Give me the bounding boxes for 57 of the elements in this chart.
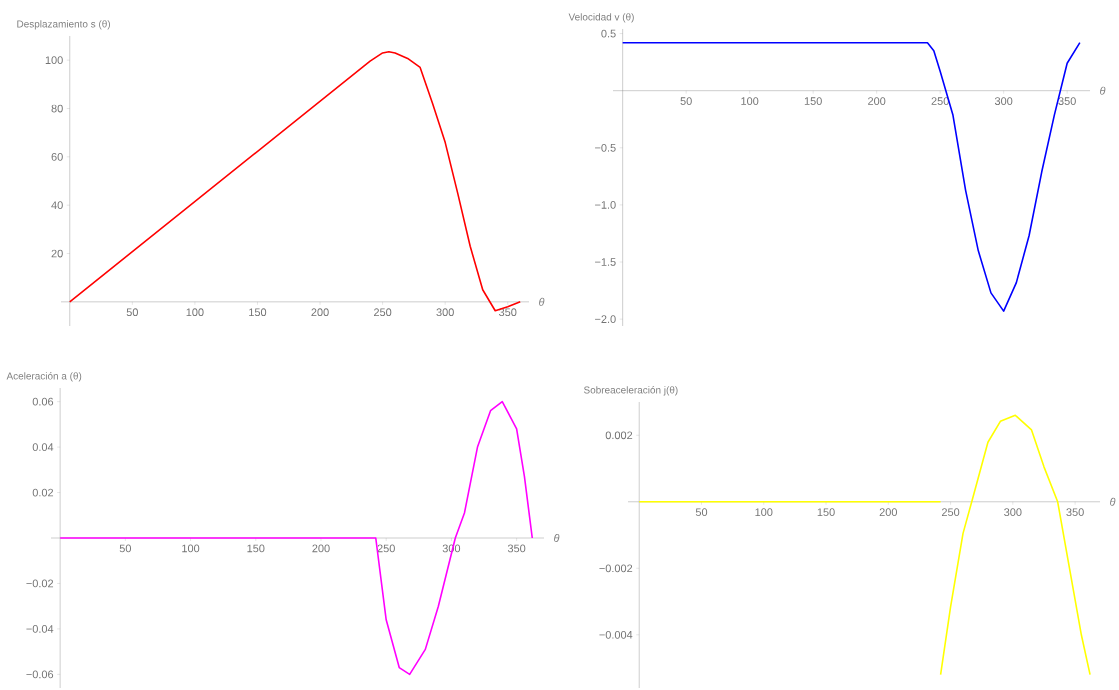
y-tick-label: 80 bbox=[51, 104, 63, 113]
y-axis-title: Aceleración a (θ) bbox=[6, 372, 82, 382]
x-tick-label: 50 bbox=[126, 308, 138, 317]
x-tick-label: 150 bbox=[247, 544, 265, 553]
x-tick-label: 350 bbox=[507, 544, 526, 553]
x-tick-label: 250 bbox=[377, 544, 395, 553]
x-tick-label: 350 bbox=[1058, 97, 1076, 105]
x-tick-label: 200 bbox=[311, 308, 329, 317]
y-tick-label: 60 bbox=[51, 152, 63, 161]
y-tick-label: 0.002 bbox=[605, 431, 633, 440]
y-tick-label: 40 bbox=[51, 201, 63, 210]
x-tick-label: 100 bbox=[755, 508, 773, 517]
x-axis-title: θ bbox=[1100, 86, 1106, 95]
x-tick-label: 300 bbox=[436, 308, 454, 317]
y-tick-label: −0.04 bbox=[26, 625, 54, 633]
x-tick-label: 100 bbox=[741, 97, 759, 105]
y-tick-label: 20 bbox=[51, 249, 63, 258]
x-tick-label: 250 bbox=[931, 97, 949, 105]
y-axis-title: Sobreaceleración j(θ) bbox=[583, 386, 678, 396]
x-axis-title: θ bbox=[539, 297, 545, 306]
x-tick-label: 300 bbox=[1004, 508, 1022, 517]
x-tick-label: 150 bbox=[817, 508, 835, 517]
x-tick-label: 150 bbox=[804, 97, 822, 105]
y-tick-label: −1.0 bbox=[595, 201, 616, 209]
x-tick-label: 150 bbox=[249, 308, 267, 317]
y-tick-label: −0.06 bbox=[26, 670, 54, 679]
y-tick-label: 0.06 bbox=[32, 397, 54, 406]
x-tick-label: 250 bbox=[941, 508, 960, 517]
x-tick-label: 350 bbox=[499, 308, 517, 317]
line-series bbox=[59, 400, 534, 676]
x-tick-label: 200 bbox=[312, 544, 330, 553]
y-tick-label: −0.004 bbox=[599, 630, 633, 639]
x-tick-label: 200 bbox=[879, 508, 897, 517]
x-axis-title: θ bbox=[1110, 497, 1116, 506]
y-tick-label: −0.5 bbox=[595, 143, 616, 152]
y-tick-label: 0.5 bbox=[601, 29, 616, 38]
y-tick-label: −0.02 bbox=[26, 579, 54, 588]
y-tick-label: −0.002 bbox=[599, 564, 633, 573]
x-tick-label: 50 bbox=[119, 544, 131, 553]
x-tick-label: 50 bbox=[695, 508, 708, 517]
y-axis-title: Desplazamiento s (θ) bbox=[17, 20, 111, 30]
y-tick-label: −2.0 bbox=[595, 315, 616, 324]
y-axis-title: Velocidad v (θ) bbox=[568, 13, 634, 23]
x-tick-label: 100 bbox=[182, 544, 200, 553]
x-tick-label: 200 bbox=[868, 97, 886, 105]
y-tick-label: 100 bbox=[45, 56, 63, 65]
x-tick-label: 300 bbox=[994, 97, 1013, 105]
y-tick-label: 0.02 bbox=[32, 488, 54, 497]
x-tick-label: 250 bbox=[374, 308, 392, 317]
y-tick-label: 0.04 bbox=[32, 443, 54, 451]
x-axis-title: θ bbox=[554, 533, 560, 543]
x-tick-label: 50 bbox=[680, 97, 692, 105]
x-tick-label: 350 bbox=[1066, 508, 1084, 517]
line-series bbox=[621, 41, 1081, 312]
x-tick-label: 100 bbox=[186, 308, 204, 317]
line-series bbox=[939, 414, 1091, 676]
y-tick-label: −1.5 bbox=[595, 258, 616, 266]
